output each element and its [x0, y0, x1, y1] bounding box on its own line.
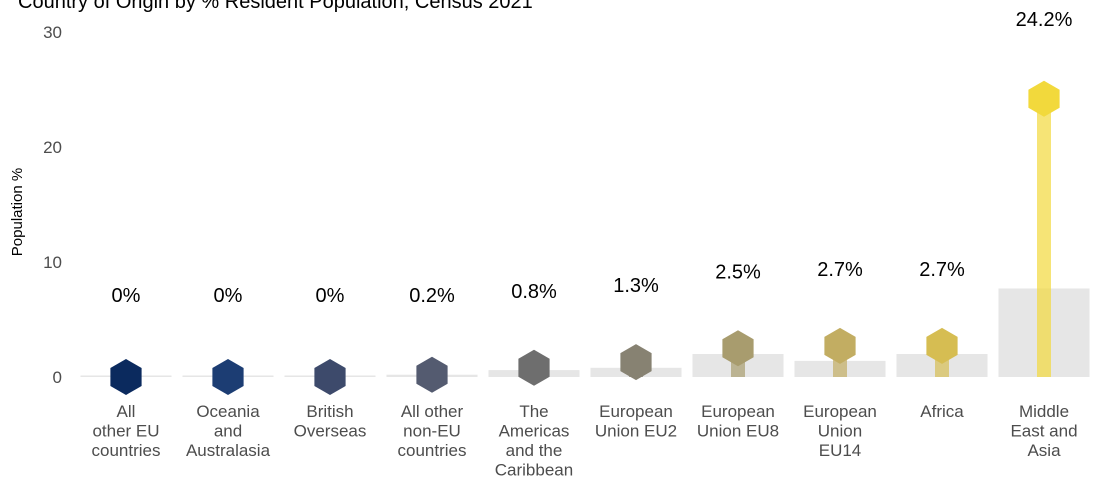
hexagon-marker	[926, 327, 958, 364]
category-label: All other non-EU countries	[398, 402, 467, 460]
lollipop-stem	[1037, 98, 1051, 377]
category-label: Oceania and Australasia	[186, 402, 271, 460]
category-label: European Union EU2	[595, 402, 677, 441]
y-axis-title: Population %	[9, 168, 26, 256]
data-label: 2.7%	[919, 259, 965, 281]
data-label: 1.3%	[613, 275, 659, 297]
data-label: 0.8%	[511, 281, 557, 303]
hexagon-marker	[1028, 80, 1060, 117]
y-tick-label: 30	[43, 23, 62, 42]
category-label: European Union EU8	[697, 402, 779, 441]
data-label: 24.2%	[1016, 9, 1073, 31]
chart-title: Country of Origin by % Resident Populati…	[18, 0, 533, 13]
data-label: 2.7%	[817, 259, 863, 281]
hexagon-marker	[314, 359, 346, 395]
category-label: British Overseas	[294, 402, 367, 441]
category-label: European Union EU14	[803, 402, 877, 460]
hexagon-marker	[212, 359, 244, 395]
y-tick-label: 20	[43, 138, 62, 157]
hexagon-marker	[620, 344, 652, 381]
hexagon-marker	[110, 359, 142, 395]
y-tick-label: 10	[43, 253, 62, 272]
hexagon-marker	[416, 356, 448, 393]
y-tick-label: 0	[53, 368, 62, 387]
hexagon-marker	[518, 349, 550, 386]
category-label: All other EU countries	[92, 402, 161, 460]
data-label: 2.5%	[715, 261, 761, 283]
data-label: 0%	[214, 285, 243, 307]
category-label: Middle East and Asia	[1010, 402, 1077, 460]
hexagon-marker	[824, 327, 856, 364]
hexagon-marker	[722, 330, 754, 367]
data-label: 0%	[316, 285, 345, 307]
category-label: Africa	[920, 402, 964, 421]
category-label: The Americas and the Caribbean	[495, 402, 573, 480]
data-label: 0%	[112, 285, 141, 307]
data-label: 0.2%	[409, 285, 455, 307]
